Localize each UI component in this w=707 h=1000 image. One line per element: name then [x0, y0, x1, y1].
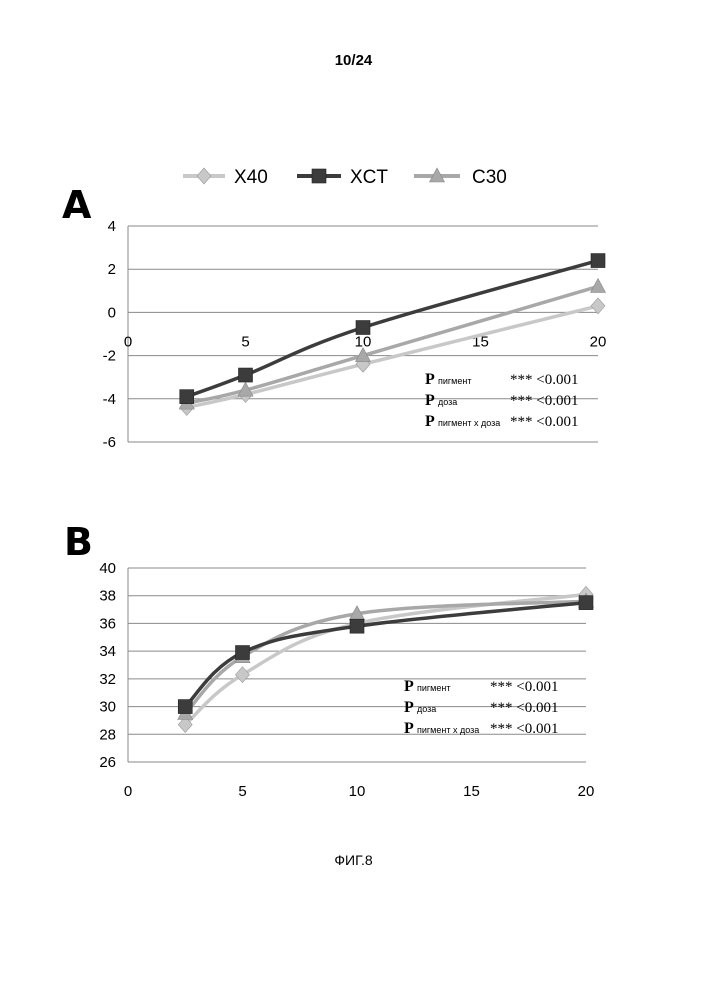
data-point	[237, 381, 254, 397]
page-number: 10/24	[334, 52, 373, 69]
x-tick-label: 20	[590, 333, 607, 350]
stats-value: *** <0.001	[510, 372, 578, 388]
data-point	[177, 699, 193, 714]
y-tick-label: 40	[99, 560, 116, 577]
triangle-icon	[428, 167, 446, 183]
stats-subscript: доза	[417, 704, 436, 714]
legend-entry-c30: C30	[414, 167, 507, 188]
data-point	[589, 277, 607, 293]
y-tick-label: 34	[99, 643, 116, 660]
stats-p-symbol: P	[425, 371, 435, 388]
y-tick-label: 26	[99, 754, 116, 771]
y-tick-label: 30	[99, 699, 116, 716]
legend-entry-xct: XCT	[297, 167, 388, 188]
series-xct	[177, 595, 594, 714]
y-tick-label: -4	[103, 391, 116, 408]
y-tick-label: 32	[99, 671, 116, 688]
data-point	[177, 716, 193, 734]
panel-label: A	[62, 183, 92, 227]
stats-value: *** <0.001	[510, 414, 578, 430]
stats-p-symbol: P	[425, 413, 435, 430]
data-point	[355, 320, 371, 335]
x-tick-label: 20	[578, 783, 595, 800]
y-tick-label: 38	[99, 588, 116, 605]
stats-p-symbol: P	[404, 720, 414, 737]
y-tick-label: 4	[108, 218, 116, 235]
stats-value: *** <0.001	[510, 393, 578, 409]
stats-value: *** <0.001	[490, 700, 558, 716]
panel-b-chart: B 26 28 30 32 34 36 38 40 0 5 10 15 20 P пигмент *** <0.…	[64, 520, 594, 800]
stats-subscript: пигмент	[417, 683, 450, 693]
y-tick-label: 28	[99, 726, 116, 743]
stats-value: *** <0.001	[490, 721, 558, 737]
data-point	[590, 253, 606, 268]
y-tick-label: 36	[99, 615, 116, 632]
x-tick-label: 10	[355, 333, 372, 350]
stats-p-symbol: P	[425, 392, 435, 409]
data-point	[590, 297, 606, 315]
data-point	[578, 595, 594, 610]
legend-label: C30	[472, 167, 507, 188]
panel-label: B	[64, 520, 93, 564]
series-line	[185, 304, 600, 410]
stats-subscript: пигмент х доза	[438, 418, 500, 428]
stats-p-symbol: P	[404, 678, 414, 695]
stats-subscript: доза	[438, 397, 457, 407]
x-tick-label: 15	[463, 783, 480, 800]
y-tick-label: -2	[103, 348, 116, 365]
x-tick-label: 0	[124, 333, 132, 350]
x-tick-label: 0	[124, 783, 132, 800]
x-tick-label: 5	[241, 333, 249, 350]
legend-entry-x40: X40	[183, 167, 268, 188]
gridlines	[128, 225, 598, 443]
series-xct	[179, 253, 606, 404]
legend: X40 XCT C30	[183, 167, 507, 188]
series-line	[185, 258, 600, 399]
figure-caption: ФИГ.8	[334, 852, 373, 868]
x-tick-label: 10	[349, 783, 366, 800]
stats-p-symbol: P	[404, 699, 414, 716]
series-c30	[178, 277, 607, 410]
stats-subscript: пигмент	[438, 376, 471, 386]
diamond-icon	[196, 167, 212, 185]
data-point	[235, 645, 250, 660]
y-tick-label: -6	[103, 434, 116, 451]
series-line	[185, 284, 600, 405]
legend-label: X40	[234, 167, 268, 188]
series-line	[183, 600, 588, 709]
stats-subscript: пигмент х доза	[417, 725, 479, 735]
data-point	[179, 389, 195, 404]
y-tick-label: 0	[108, 304, 116, 321]
square-icon	[311, 168, 327, 184]
data-point	[354, 346, 372, 362]
y-tick-label: 2	[108, 261, 116, 278]
stats-value: *** <0.001	[490, 679, 558, 695]
x-tick-label: 5	[238, 783, 246, 800]
data-point	[235, 666, 250, 684]
series-line	[183, 599, 588, 716]
data-point	[349, 618, 365, 634]
data-point	[238, 367, 253, 383]
legend-label: XCT	[350, 167, 388, 188]
